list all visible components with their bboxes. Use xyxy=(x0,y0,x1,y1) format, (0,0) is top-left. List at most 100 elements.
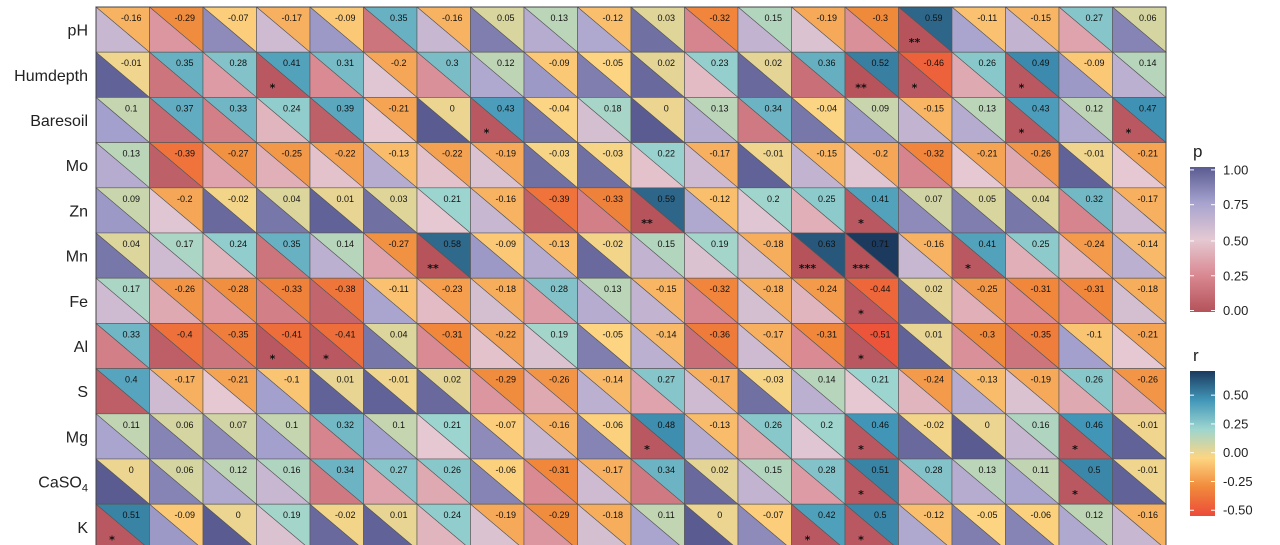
r-value-label: -0.02 xyxy=(603,239,624,249)
r-value-label: 0.71 xyxy=(872,239,890,249)
significance-mark: * xyxy=(858,217,864,230)
heatmap-cell: 0.26 xyxy=(416,458,472,505)
p-triangle xyxy=(202,503,252,545)
heatmap-cell: 0.43 * xyxy=(1004,96,1060,144)
heatmap-cell: -0.09 xyxy=(309,6,365,53)
significance-mark: * xyxy=(270,353,276,366)
heatmap-cell: 0.21 xyxy=(844,367,900,415)
heatmap-cell: -0.15 xyxy=(1004,6,1060,53)
heatmap-cell: 0.1 xyxy=(95,96,151,144)
significance-mark: * xyxy=(270,81,276,94)
significance-mark: * xyxy=(1019,81,1025,94)
significance-mark: *** xyxy=(799,262,817,275)
heatmap-cell: -0.12 xyxy=(683,187,739,234)
heatmap-cell: -0.01 xyxy=(362,367,418,415)
r-value-label: 0.15 xyxy=(765,13,783,23)
heatmap-cell: -0.26 xyxy=(523,367,579,415)
r-value-label: -0.26 xyxy=(1031,149,1052,159)
heatmap-cell: -0.31 xyxy=(1058,277,1114,325)
row-label: Fe xyxy=(69,294,88,311)
r-value-label: 0.28 xyxy=(818,465,836,475)
heatmap-cell: -0.02 xyxy=(897,413,953,460)
r-value-label: 0.34 xyxy=(658,465,676,475)
heatmap-cell: -0.13 xyxy=(951,367,1007,415)
heatmap-cell: -0.02 xyxy=(309,503,364,545)
r-value-label: 0.13 xyxy=(123,149,141,159)
r-value-label: -0.18 xyxy=(496,284,517,294)
r-value-label: 0.09 xyxy=(872,103,890,113)
row-label: CaSO4 xyxy=(38,475,88,495)
p-triangle xyxy=(256,503,306,545)
heatmap-cell: -0.24 xyxy=(790,277,846,325)
heatmap-cell: 0 xyxy=(202,503,257,545)
heatmap-cell: -0.35 xyxy=(202,322,258,370)
r-value-label: 0.13 xyxy=(979,103,997,113)
heatmap-cell: 0.27 xyxy=(1058,6,1114,53)
heatmap-cell: -0.01 xyxy=(1058,141,1114,189)
heatmap-cell: 0 xyxy=(951,413,1007,460)
r-value-label: 0.59 xyxy=(925,13,943,23)
heatmap-cell: 0.13 xyxy=(576,277,632,325)
heatmap-cell: -0.51 * xyxy=(844,322,900,370)
heatmap-cell: 0.48 * xyxy=(630,413,686,460)
heatmap-cell: 0.16 xyxy=(1004,413,1060,460)
heatmap-cell: -0.27 xyxy=(362,232,418,279)
r-value-label: -0.03 xyxy=(549,149,570,159)
r-value-label: -0.33 xyxy=(603,194,624,204)
r-value-label: -0.51 xyxy=(870,329,891,339)
heatmap-cell: -0.16 xyxy=(1111,503,1167,545)
heatmap-cell: -0.02 xyxy=(576,232,632,279)
r-value-label: -0.44 xyxy=(870,284,891,294)
r-value-label: 0.1 xyxy=(286,420,299,430)
p-triangle xyxy=(898,503,948,545)
heatmap-cell: -0.21 xyxy=(1111,141,1167,189)
heatmap-cell: -0.4 xyxy=(148,322,204,370)
heatmap-cell: -0.16 xyxy=(897,232,953,279)
r-value-label: 0.19 xyxy=(551,329,569,339)
heatmap-cell: -0.17 xyxy=(148,367,204,415)
r-value-label: -0.31 xyxy=(1031,284,1052,294)
r-value-label: -0.2 xyxy=(177,194,193,204)
r-value-label: -0.01 xyxy=(1138,465,1159,475)
r-value-label: 0.34 xyxy=(765,103,783,113)
legend-colorbar xyxy=(1190,371,1215,516)
r-value-label: -0.02 xyxy=(335,510,356,520)
heatmap-cell: -0.21 xyxy=(362,96,418,144)
r-value-label: -0.15 xyxy=(924,103,945,113)
r-value-label: 0.21 xyxy=(872,375,890,385)
heatmap-cell: 0.51 * xyxy=(95,503,150,545)
r-value-label: -0.12 xyxy=(710,194,731,204)
r-value-label: -0.35 xyxy=(1031,329,1052,339)
r-value-label: 0.33 xyxy=(230,103,248,113)
heatmap-cell: 0.24 xyxy=(202,232,258,279)
p-triangle xyxy=(416,503,466,545)
heatmap-cell: -0.32 xyxy=(683,277,739,325)
r-value-label: 0.11 xyxy=(123,420,140,430)
heatmap-cell: -0.01 xyxy=(95,51,151,99)
legend-tick-label: 0.00 xyxy=(1223,303,1248,318)
r-value-label: 0.26 xyxy=(444,465,462,475)
r-value-label: -0.17 xyxy=(175,375,196,385)
significance-mark: * xyxy=(644,443,650,456)
heatmap-cell: 0.01 xyxy=(309,367,365,415)
r-value-label: 0.01 xyxy=(337,194,355,204)
heatmap-cell: 0.21 xyxy=(416,187,472,234)
heatmap-cell: 0.46 * xyxy=(844,413,900,460)
heatmap-cell: -0.24 xyxy=(897,367,953,415)
heatmap-cell: -0.21 xyxy=(202,367,258,415)
heatmap-cell: 0.13 xyxy=(683,96,739,144)
r-value-label: 0.63 xyxy=(818,239,836,249)
r-value-label: -0.39 xyxy=(175,149,196,159)
heatmap-cell: -0.05 xyxy=(576,51,632,99)
heatmap-cell: -0.17 xyxy=(683,141,739,189)
r-value-label: -0.22 xyxy=(335,149,356,159)
heatmap-cell: -0.03 xyxy=(576,141,632,189)
heatmap-cell: -0.19 xyxy=(1004,367,1060,415)
r-value-label: 0.13 xyxy=(604,284,622,294)
heatmap-cell: 0.15 xyxy=(737,458,793,505)
r-value-label: -0.15 xyxy=(817,149,838,159)
r-value-label: 0.2 xyxy=(821,420,834,430)
heatmap-cell: -0.17 xyxy=(683,367,739,415)
r-value-label: 0.47 xyxy=(1139,103,1157,113)
r-value-label: -0.35 xyxy=(228,329,249,339)
